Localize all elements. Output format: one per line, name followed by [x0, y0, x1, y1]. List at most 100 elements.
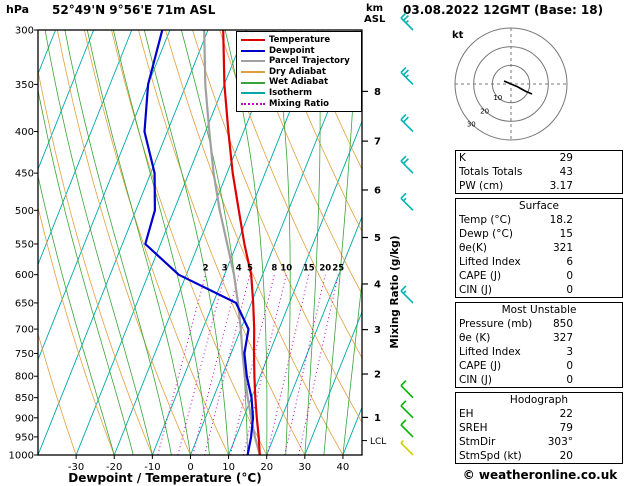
km-tick-label: 2 [374, 370, 381, 381]
dry-adiabat-line [300, 30, 362, 171]
legend-swatch [241, 71, 265, 74]
legend-box: Temperature Dewpoint Parcel Trajectory Dry … [236, 31, 362, 113]
datetime-title: 03.08.2022 12GMT (Base: 18) [403, 3, 603, 17]
hodograph-panel: kt 10 20 30 [452, 27, 568, 141]
pressure-tick-label: 650 [15, 298, 34, 309]
info-label: Lifted Index [459, 256, 521, 268]
temp-tick-label: -30 [68, 462, 84, 473]
dry-adiabat-line [219, 30, 362, 359]
pressure-tick-label: 600 [15, 270, 34, 281]
mixing-ratio-value-label: 5 [247, 264, 253, 274]
mixing-ratio-value-label: 15 [303, 264, 315, 274]
copyright-text: © weatheronline.co.uk [463, 468, 619, 482]
info-table-row: PW (cm) 3.17 [456, 179, 622, 193]
pressure-tick-label: 500 [15, 206, 34, 217]
wind-barb [400, 380, 414, 399]
legend-label: Isotherm [269, 87, 312, 98]
legend-row: Wet Adiabat [241, 77, 361, 88]
info-table-header: Hodograph [509, 394, 569, 406]
isotherm-line [228, 120, 362, 455]
info-value: 303° [547, 436, 573, 448]
info-value: 321 [552, 242, 573, 254]
mixing-ratio-line [266, 274, 310, 455]
pressure-tick-label: 850 [15, 393, 34, 404]
mixing-ratio-line [242, 274, 287, 455]
info-table: Surface Temp (°C) 18.2 Dewp (°C) 15 θe(K) 321 L… [455, 198, 623, 298]
mixing-ratio-value-label: 25 [332, 264, 344, 274]
km-tick-label: 7 [374, 137, 381, 148]
info-label: Dewp (°C) [459, 228, 513, 240]
wet-adiabat-line [38, 174, 115, 455]
wind-barb [400, 155, 414, 174]
pressure-tick-label: 800 [15, 372, 34, 383]
info-label: CAPE (J) [459, 360, 502, 372]
km-tick-label: 5 [374, 233, 381, 244]
legend-label: Parcel Trajectory [269, 56, 350, 67]
info-value: 20 [559, 450, 573, 462]
axis-tick-labels: 3003504004505005506006507007508008509009… [9, 26, 350, 474]
pressure-tick-label: 900 [15, 413, 34, 424]
km-tick-label: 4 [374, 280, 381, 291]
mixing-ratio-value-label: 20 [319, 264, 331, 274]
mixing-ratio-value-label: 8 [271, 264, 277, 274]
info-table-row: CIN (J) 0 [456, 373, 622, 387]
pressure-unit-label: hPa [6, 3, 29, 16]
wet-adiabat-line [272, 30, 291, 455]
info-table-header: Most Unstable [501, 304, 577, 316]
info-label: PW (cm) [459, 180, 504, 192]
legend-row: Temperature [241, 35, 361, 46]
pressure-tick-label: 950 [15, 432, 34, 443]
dry-adiabat-line [273, 30, 362, 233]
info-table-row: Lifted Index 3 [456, 345, 622, 359]
hodograph-ring-label: 20 [480, 107, 489, 115]
temp-tick-label: -10 [144, 462, 160, 473]
temp-tick-label: -20 [106, 462, 122, 473]
info-label: CAPE (J) [459, 270, 502, 282]
legend-swatch [241, 92, 265, 95]
wind-barbs [400, 12, 414, 456]
legend-row: Dry Adiabat [241, 67, 361, 78]
info-value: 327 [552, 332, 573, 344]
sounding-profiles [143, 30, 261, 455]
info-table-row: StmSpd (kt) 20 [456, 449, 622, 463]
km-tick-label: 3 [374, 325, 381, 336]
wind-barb [400, 285, 414, 304]
isotherm-line [38, 30, 171, 361]
dry-adiabat-line [84, 30, 229, 455]
temp-tick-label: 40 [337, 462, 350, 473]
wet-adiabat-line [86, 30, 191, 455]
hodograph-ring-label: 10 [493, 94, 502, 102]
info-table-row: Dewp (°C) 15 [456, 227, 622, 241]
mixing-ratio-line [284, 274, 326, 455]
legend-row: Dewpoint [241, 46, 361, 57]
info-value: 15 [559, 228, 573, 240]
parcel-trajectory-curve [203, 30, 261, 455]
info-label: Lifted Index [459, 346, 521, 358]
info-value: 0 [566, 360, 573, 372]
isotherm-line [38, 30, 209, 455]
mixing-ratio-axis-title: Mixing Ratio (g/kg) [389, 235, 401, 348]
pressure-tick-label: 1000 [9, 451, 34, 462]
hodograph-ring-label: 30 [467, 121, 476, 129]
hodograph-trace [503, 80, 533, 95]
info-value: 18.2 [549, 214, 573, 226]
temp-tick-label: 10 [222, 462, 235, 473]
pressure-tick-label: 300 [15, 26, 34, 37]
dry-adiabat-line [192, 30, 362, 424]
mixing-ratio-value-label: 4 [236, 264, 242, 274]
legend-row: Mixing Ratio [241, 99, 361, 110]
legend-swatch [241, 49, 265, 52]
info-table-row: CAPE (J) 0 [456, 359, 622, 373]
wind-barb [400, 12, 414, 31]
legend-label: Temperature [269, 35, 331, 45]
info-value: 0 [566, 374, 573, 386]
info-value: 3 [566, 346, 573, 358]
wet-adiabat-line [224, 30, 268, 455]
pressure-tick-label: 750 [15, 349, 34, 360]
pressure-tick-label: 400 [15, 127, 34, 138]
info-table-row: θe(K) 321 [456, 241, 622, 255]
info-table-row: StmDir 303° [456, 435, 622, 449]
info-table-row: Temp (°C) 18.2 [456, 213, 622, 227]
info-label: K [459, 152, 466, 164]
